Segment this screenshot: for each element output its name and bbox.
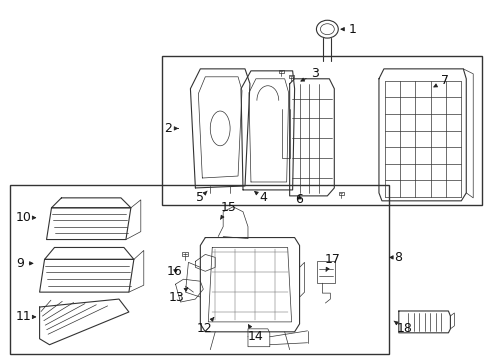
Text: 12: 12 [196,318,213,336]
Text: 7: 7 [433,74,448,87]
Text: 13: 13 [168,288,187,303]
Text: 5: 5 [196,191,207,204]
Text: 8: 8 [389,251,401,264]
Text: 15: 15 [220,201,236,219]
Bar [10,185,388,354]
Text: 2: 2 [164,122,178,135]
Text: 10: 10 [16,211,36,224]
Text: 11: 11 [16,310,36,323]
Text: 17: 17 [324,253,340,271]
Text: 14: 14 [247,325,263,343]
Text: 18: 18 [393,321,412,336]
Bar [162,56,481,205]
Text: 9: 9 [16,257,33,270]
Text: 6: 6 [295,193,303,206]
Text: 3: 3 [300,67,319,81]
Bar [182,252,188,256]
Bar [339,192,344,195]
Text: 1: 1 [340,23,355,36]
Text: 16: 16 [166,265,182,278]
Bar [278,70,283,73]
Text: 4: 4 [254,192,266,204]
Bar [317,261,335,283]
Bar [288,75,293,78]
